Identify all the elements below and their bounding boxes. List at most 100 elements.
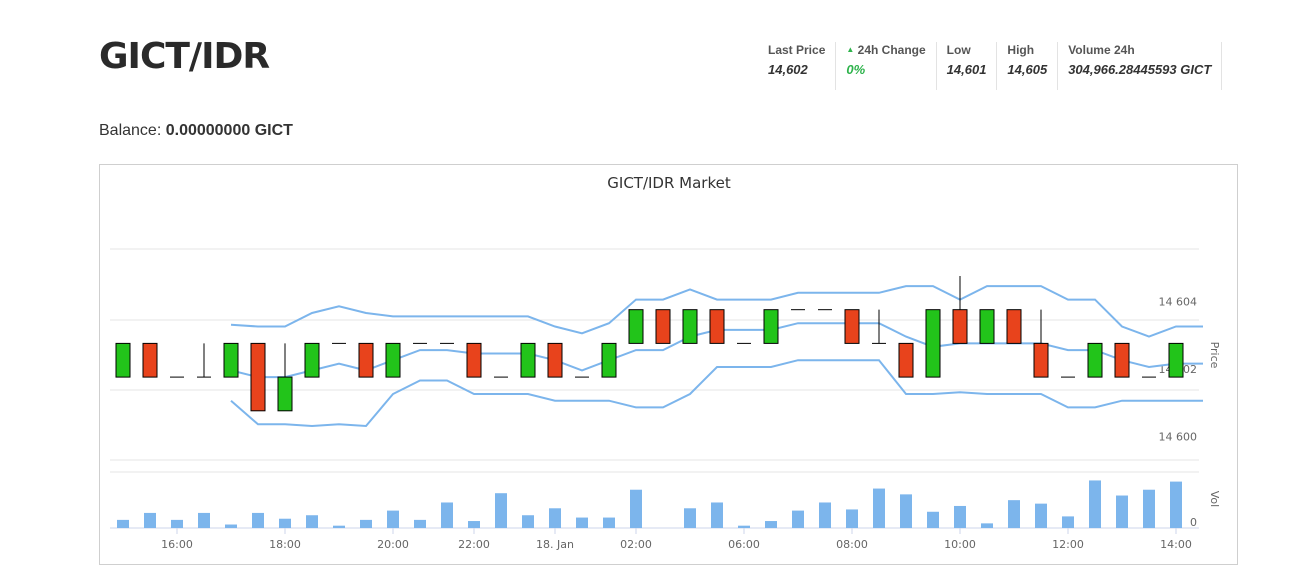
volume-bar	[117, 519, 129, 528]
price-tick-label: 14 600	[1159, 431, 1198, 444]
candle-up	[115, 342, 131, 378]
volume-bar	[144, 512, 156, 528]
x-tick-label: 02:00	[620, 538, 652, 551]
volume-bar	[1116, 495, 1128, 528]
stat-label: Last Price	[768, 43, 826, 57]
candle-down	[1033, 342, 1049, 378]
candle-down	[358, 342, 374, 378]
candle-down	[844, 309, 860, 344]
stat-label: ▲ 24h Change	[846, 42, 925, 58]
candle-up	[763, 309, 779, 344]
volume-bar	[1143, 489, 1155, 528]
candle-up	[682, 309, 698, 344]
volume-tick-label: 0	[1190, 516, 1197, 529]
volume-bar	[1170, 481, 1182, 528]
volume-bar	[954, 505, 966, 528]
chart-title: GICT/IDR Market	[607, 174, 731, 192]
volume-bar	[360, 519, 372, 528]
triangle-up-icon: ▲	[846, 45, 855, 54]
volume-bar	[1062, 516, 1074, 528]
volume-bar	[846, 509, 858, 528]
volume-bar	[522, 515, 534, 528]
volume-bar	[225, 524, 237, 528]
stat-label: High	[1007, 43, 1035, 57]
balance-label: Balance:	[99, 122, 162, 139]
price-tick-label: 14 604	[1159, 296, 1198, 309]
volume-bar	[279, 518, 291, 528]
volume-bar	[792, 510, 804, 528]
volume-bar	[1089, 480, 1101, 528]
x-tick-label: 18. Jan	[536, 538, 574, 551]
volume-bar	[306, 515, 318, 528]
stat-value: 14,605	[1007, 62, 1048, 77]
candle-up	[223, 342, 239, 378]
volume-bar	[252, 512, 264, 528]
price-axis-title: Price	[1208, 342, 1221, 369]
market-stats: Last Price 14,602 ▲ 24h Change 0% Low 14…	[758, 42, 1223, 90]
volume-bar	[171, 519, 183, 528]
stat-value: 0%	[846, 62, 866, 77]
volume-bar	[1035, 503, 1047, 528]
candle-down	[898, 342, 914, 378]
volume-bar	[711, 502, 723, 528]
volume-bar	[333, 525, 345, 528]
x-tick-label: 16:00	[161, 538, 193, 551]
candle-up	[1168, 342, 1184, 378]
candle-down	[142, 342, 158, 378]
volume-bar	[441, 502, 453, 528]
volume-bar	[603, 517, 615, 528]
volume-bar	[468, 521, 480, 528]
candle-up	[925, 309, 941, 378]
candle-down	[466, 342, 482, 378]
stat-label: Low	[946, 43, 971, 57]
stat-volume-24h: Volume 24h 304,966.28445593 GICT	[1058, 42, 1223, 90]
upper-band-line	[230, 285, 1203, 338]
volume-bar	[495, 493, 507, 528]
candle-up	[304, 342, 320, 378]
candle-up	[601, 342, 617, 378]
volume-bar	[981, 523, 993, 528]
volume-bar	[819, 502, 831, 528]
stat-high: High 14,605	[997, 42, 1059, 90]
candle-up	[628, 309, 644, 344]
volume-bar	[387, 510, 399, 528]
stat-last-price: Last Price 14,602	[758, 42, 837, 90]
x-tick-label: 14:00	[1160, 538, 1192, 551]
volume-bar	[900, 494, 912, 528]
stat-value: 14,602	[768, 62, 808, 77]
stat-label-text: 24h Change	[857, 43, 926, 57]
candle-up	[979, 309, 995, 344]
balance-value: 0.00000000 GICT	[165, 122, 293, 139]
x-tick-label: 12:00	[1052, 538, 1084, 551]
volume-bar	[549, 508, 561, 528]
volume-bar	[576, 517, 588, 528]
candle-down	[655, 309, 671, 344]
candle-up	[277, 376, 293, 412]
balance: Balance: 0.00000000 GICT	[99, 122, 293, 140]
x-tick-label: 10:00	[944, 538, 976, 551]
stat-value: 304,966.28445593 GICT	[1068, 62, 1212, 77]
stat-low: Low 14,601	[937, 42, 998, 90]
volume-bar	[738, 525, 750, 528]
pair-title: GICT/IDR	[99, 36, 270, 77]
candle-down	[952, 309, 968, 344]
volume-bar	[684, 508, 696, 528]
volume-bar	[765, 521, 777, 528]
candle-down	[547, 342, 563, 378]
candle-down	[709, 309, 725, 344]
volume-bar	[630, 489, 642, 528]
x-tick-label: 20:00	[377, 538, 409, 551]
stat-value: 14,601	[946, 62, 987, 77]
stat-24h-change: ▲ 24h Change 0%	[836, 42, 937, 90]
candle-up	[520, 342, 536, 378]
candle-up	[1087, 342, 1103, 378]
x-tick-label: 18:00	[269, 538, 301, 551]
volume-bar	[198, 512, 210, 528]
volume-bar	[414, 519, 426, 528]
market-chart[interactable]: GICT/IDR Market 14 600 14 602 14 604 0 Price…	[99, 164, 1238, 565]
candle-down	[1006, 309, 1022, 344]
candle-up	[385, 342, 401, 378]
volume-bar	[927, 511, 939, 528]
volume-axis-title: Vol	[1208, 491, 1221, 507]
